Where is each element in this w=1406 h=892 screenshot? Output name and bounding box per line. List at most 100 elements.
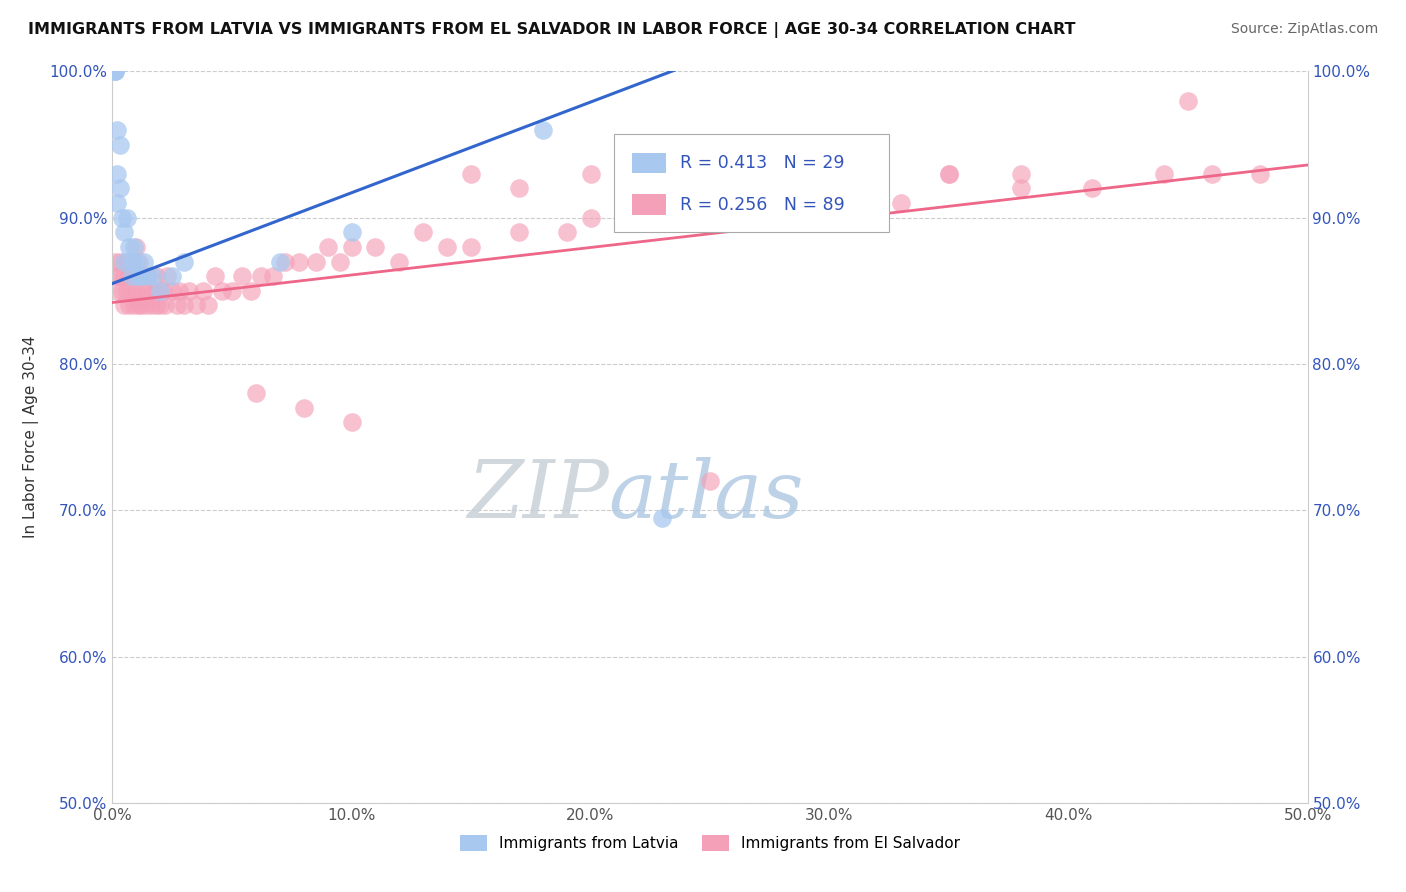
Point xyxy=(156,269,179,284)
Text: ZIP: ZIP xyxy=(467,457,609,534)
Point xyxy=(142,284,165,298)
Point xyxy=(122,269,145,284)
Point xyxy=(104,64,127,78)
Point xyxy=(340,225,363,239)
Point xyxy=(699,181,721,195)
Point xyxy=(747,196,769,211)
Point xyxy=(173,298,195,312)
Point xyxy=(122,298,145,312)
Point xyxy=(121,284,143,298)
Point xyxy=(245,386,267,401)
Point xyxy=(890,196,912,211)
Point xyxy=(149,298,172,312)
Text: R = 0.413   N = 29: R = 0.413 N = 29 xyxy=(681,154,845,172)
Point xyxy=(114,269,135,284)
Point xyxy=(129,269,152,284)
Y-axis label: In Labor Force | Age 30-34: In Labor Force | Age 30-34 xyxy=(22,335,38,539)
Point xyxy=(114,254,135,268)
Point xyxy=(818,181,841,195)
Point xyxy=(108,137,131,152)
Point xyxy=(105,123,128,137)
Point xyxy=(211,284,233,298)
Point xyxy=(152,284,174,298)
Point xyxy=(146,284,169,298)
Point xyxy=(129,269,152,284)
Point xyxy=(240,284,263,298)
Point xyxy=(149,284,172,298)
Point xyxy=(262,269,284,284)
Point xyxy=(508,225,530,239)
Point xyxy=(125,240,148,254)
Point xyxy=(388,254,411,268)
Point xyxy=(651,510,673,524)
Point xyxy=(121,254,143,268)
Point xyxy=(114,298,135,312)
Point xyxy=(316,240,339,254)
Point xyxy=(132,254,155,268)
Point xyxy=(108,254,131,268)
Legend: Immigrants from Latvia, Immigrants from El Salvador: Immigrants from Latvia, Immigrants from … xyxy=(454,830,966,857)
FancyBboxPatch shape xyxy=(633,194,666,215)
Point xyxy=(1153,167,1175,181)
Point xyxy=(1201,167,1223,181)
Point xyxy=(288,254,311,268)
FancyBboxPatch shape xyxy=(633,153,666,173)
Point xyxy=(436,240,458,254)
Point xyxy=(555,225,578,239)
Point xyxy=(135,298,157,312)
Point xyxy=(221,284,243,298)
Point xyxy=(1010,181,1032,195)
Point xyxy=(770,167,793,181)
Point xyxy=(105,167,128,181)
Point xyxy=(105,196,128,211)
Point xyxy=(115,211,138,225)
Point xyxy=(305,254,328,268)
Point xyxy=(118,298,141,312)
Point xyxy=(129,298,152,312)
Point xyxy=(329,254,352,268)
Point xyxy=(508,181,530,195)
Point xyxy=(269,254,291,268)
Point xyxy=(162,269,183,284)
Point xyxy=(145,298,167,312)
Point xyxy=(142,269,165,284)
Point xyxy=(364,240,387,254)
Point xyxy=(340,416,363,430)
Point xyxy=(173,254,195,268)
Point xyxy=(1177,94,1199,108)
Point xyxy=(132,284,155,298)
Point xyxy=(114,225,135,239)
Point xyxy=(138,269,160,284)
Point xyxy=(292,401,315,415)
Point xyxy=(121,254,143,268)
Point xyxy=(122,240,145,254)
Point xyxy=(132,269,155,284)
Point xyxy=(115,284,138,298)
Text: Source: ZipAtlas.com: Source: ZipAtlas.com xyxy=(1230,22,1378,37)
Point xyxy=(249,269,271,284)
Point xyxy=(118,240,141,254)
Point xyxy=(138,284,160,298)
Point xyxy=(579,211,602,225)
Point xyxy=(125,284,148,298)
Point xyxy=(675,196,697,211)
Point xyxy=(460,240,482,254)
Point xyxy=(699,474,721,488)
Point xyxy=(531,123,554,137)
Point xyxy=(166,298,188,312)
Point xyxy=(104,64,127,78)
Point xyxy=(104,254,127,268)
Point xyxy=(128,254,150,268)
Point xyxy=(412,225,434,239)
Point xyxy=(105,284,128,298)
Point xyxy=(169,284,191,298)
Point xyxy=(121,269,143,284)
Point xyxy=(138,269,160,284)
Point xyxy=(105,269,128,284)
Text: IMMIGRANTS FROM LATVIA VS IMMIGRANTS FROM EL SALVADOR IN LABOR FORCE | AGE 30-34: IMMIGRANTS FROM LATVIA VS IMMIGRANTS FRO… xyxy=(28,22,1076,38)
Point xyxy=(1249,167,1271,181)
Point xyxy=(938,167,960,181)
Point xyxy=(128,298,150,312)
Point xyxy=(1081,181,1104,195)
Point xyxy=(1010,167,1032,181)
